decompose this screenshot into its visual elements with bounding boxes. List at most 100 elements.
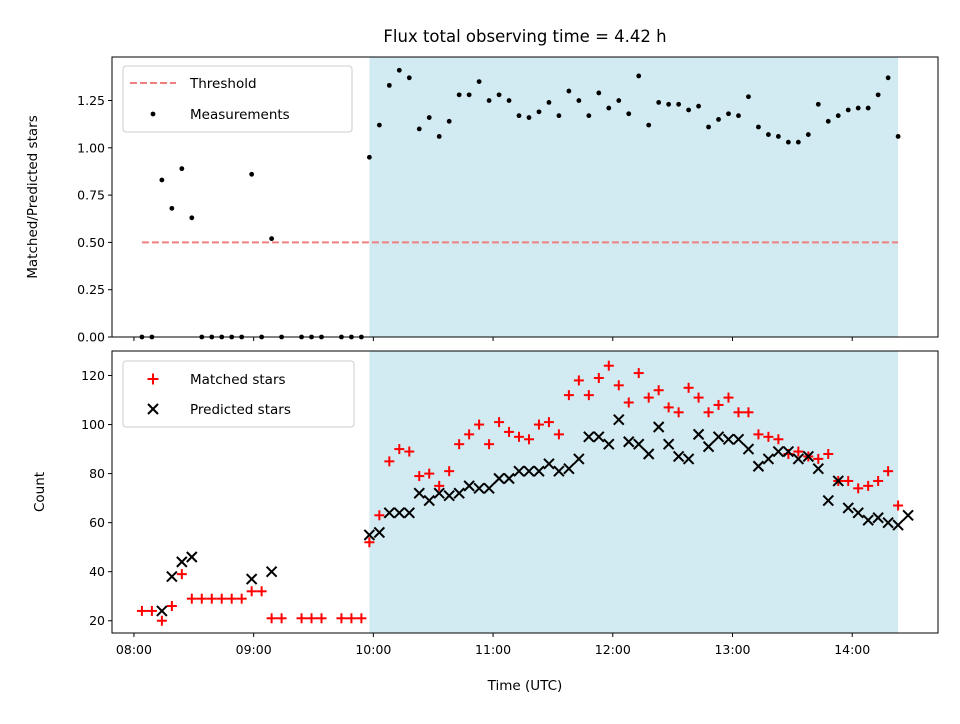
matched-star-point [643,392,654,403]
measurement-point [885,75,891,81]
top-panel: 0.00 0.25 0.50 0.75 1.00 1.25 Matched/Predict… [25,56,939,345]
y-tick-label: 100 [81,417,105,432]
measurement-point [855,105,861,111]
top-axes-frame [111,56,939,338]
predicted-star-point [752,460,765,472]
predicted-star-point [493,472,505,485]
x-tick-label: 13:00 [714,642,750,657]
matched-star-point [374,510,385,521]
matched-star-point [356,613,367,624]
x-tick-label: 14:00 [834,642,870,657]
measurement-point [516,113,522,119]
predicted-star-point [702,440,715,453]
matched-star-point [653,385,664,396]
predicted-star-point [403,507,415,519]
measurement-point [795,139,801,145]
measurement-point [556,113,562,119]
predicted-star-point [383,507,396,519]
matched-star-point [166,601,177,612]
measurement-point [696,103,701,109]
matched-star-point [813,453,824,464]
predicted-star-point [742,443,755,455]
matched-star-point [504,426,515,437]
matched-star-point [553,429,564,440]
measurement-point [506,98,512,103]
measurement-point [436,134,442,139]
predicted-star-point [762,453,775,465]
measurement-point [546,100,552,105]
predicted-star-point [802,450,815,463]
measurement-point [666,101,672,107]
measurement-point [566,88,572,94]
matched-star-point [723,392,734,403]
predicted-star-point [832,475,844,487]
matched-star-point [414,471,425,482]
bottom-observing-span [369,351,899,633]
measurement-point [426,115,432,120]
predicted-star-point [672,450,685,463]
predicted-star-point [453,487,465,499]
measurement-point [845,107,851,113]
predicted-star-point [463,480,475,492]
measurement-point [446,118,452,124]
matched-star-point [883,466,894,477]
predicted-star-point [523,465,535,477]
measurement-point [756,124,761,130]
matched-star-point [444,466,455,477]
matched-star-point [384,456,395,467]
matched-star-point [346,613,357,624]
predicted-star-point [882,516,894,529]
matched-star-point [216,593,227,604]
measurement-point [736,113,741,119]
y-tick-label: 80 [89,466,105,481]
observing-span [369,351,899,633]
predicted-star-point [603,438,615,450]
predicted-star-point [892,519,904,531]
predicted-star-point [652,421,665,433]
predicted-star-point [373,526,386,539]
bottom-legend: Matched stars Predicted stars [122,360,355,428]
legend-matched-label: Matched stars [190,372,286,388]
measurement-point [416,126,422,132]
top-legend-box [122,65,353,133]
measurement-point [895,134,901,139]
matched-star-point [863,480,874,491]
matched-star-point [843,475,854,486]
predicted-star-point [573,453,585,465]
measurement-point [626,111,632,117]
matched-stars-points [136,360,904,626]
matched-star-point [186,593,197,604]
predicted-star-point [782,445,795,458]
predicted-star-point [583,431,595,443]
y-tick-label: 20 [89,613,105,628]
predicted-star-point [176,556,188,568]
predicted-star-point [245,573,258,585]
matched-star-point [394,444,405,455]
predicted-star-point [186,551,198,563]
matched-star-point [693,392,704,403]
matched-star-point [146,605,157,616]
matched-star-point [763,431,774,442]
measurement-point [726,111,731,117]
measurement-point [706,124,711,130]
matched-star-point [336,613,347,624]
predicted-star-point [503,472,515,485]
matched-star-point [316,613,327,624]
matched-star-point [494,417,505,428]
matched-star-point [136,605,147,616]
measurement-point [169,205,175,211]
legend-matched-swatch [147,373,159,385]
legend-measurements-swatch [150,111,156,117]
matched-star-point [793,446,804,457]
top-observing-span [369,57,899,337]
predicted-star-point [413,487,425,499]
x-tick-label: 10:00 [355,642,391,657]
measurement-point [586,113,592,119]
predicted-star-point [423,494,435,507]
measurement-point [376,122,382,128]
matched-star-point [514,431,525,442]
predicted-star-point [613,413,625,426]
measurement-point [396,67,402,73]
top-y-axis-label: Matched/Predicted stars [25,115,41,278]
matched-star-point [743,407,754,418]
